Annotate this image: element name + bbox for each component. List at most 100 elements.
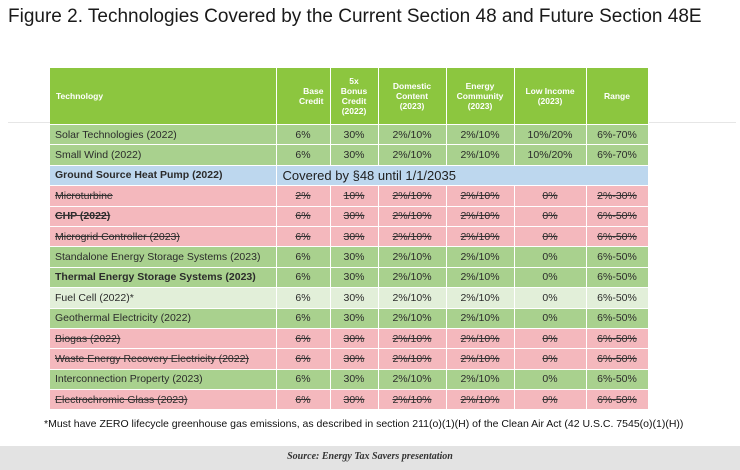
cell-technology: Biogas (2022) (50, 327, 277, 349)
cell-bonus: 10% (330, 185, 379, 207)
cell-low-income: 0% (514, 266, 587, 288)
cell-technology: Interconnection Property (2023) (50, 368, 277, 390)
cell-bonus: 30% (330, 348, 379, 370)
cell-energy: 2%/10% (446, 205, 515, 227)
cell-technology: Geothermal Electricity (2022) (50, 307, 277, 329)
figure-title: Figure 2. Technologies Covered by the Cu… (8, 6, 702, 27)
table-row: Interconnection Property (2023) 6% 30% 2… (50, 368, 649, 390)
cell-low-income: 0% (514, 327, 587, 349)
cell-range: 6%-50% (586, 246, 649, 268)
table-row: Standalone Energy Storage Systems (2023)… (50, 246, 649, 268)
cell-technology: Microgrid Controller (2023) (50, 225, 277, 247)
cell-technology: Small Wind (2022) (50, 144, 277, 166)
cell-base: 6% (276, 123, 331, 145)
cell-bonus: 30% (330, 144, 379, 166)
table-row: Ground Source Heat Pump (2022) Covered b… (50, 164, 649, 186)
covered-note: Covered by §48 until 1/1/2035 (276, 164, 649, 186)
header-base-credit: Base Credit (276, 68, 331, 125)
cell-domestic: 2%/10% (378, 327, 447, 349)
cell-domestic: 2%/10% (378, 266, 447, 288)
cell-domestic: 2%/10% (378, 368, 447, 390)
cell-domestic: 2%/10% (378, 123, 447, 145)
cell-bonus: 30% (330, 225, 379, 247)
cell-technology: Waste Energy Recovery Electricity (2022) (50, 348, 277, 370)
table-row: CHP (2022) 6% 30% 2%/10% 2%/10% 0% 6%-50… (50, 205, 649, 227)
cell-range: 6%-70% (586, 144, 649, 166)
table-row: Electrochromic Glass (2023) 6% 30% 2%/10… (50, 389, 649, 410)
cell-energy: 2%/10% (446, 225, 515, 247)
table-row: Waste Energy Recovery Electricity (2022)… (50, 348, 649, 370)
cell-energy: 2%/10% (446, 246, 515, 268)
cell-domestic: 2%/10% (378, 348, 447, 370)
cell-bonus: 30% (330, 389, 379, 410)
cell-technology: Fuel Cell (2022)* (50, 287, 277, 309)
cell-domestic: 2%/10% (378, 225, 447, 247)
cell-base: 6% (276, 225, 331, 247)
cell-low-income: 0% (514, 348, 587, 370)
cell-range: 6%-50% (586, 225, 649, 247)
cell-range: 6%-50% (586, 368, 649, 390)
cell-low-income: 0% (514, 246, 587, 268)
cell-range: 6%-50% (586, 327, 649, 349)
cell-energy: 2%/10% (446, 368, 515, 390)
cell-bonus: 30% (330, 246, 379, 268)
header-bonus-credit: 5x Bonus Credit (2022) (330, 68, 379, 125)
table-row: Biogas (2022) 6% 30% 2%/10% 2%/10% 0% 6%… (50, 327, 649, 349)
cell-bonus: 30% (330, 368, 379, 390)
cell-low-income: 0% (514, 287, 587, 309)
cell-range: 6%-50% (586, 348, 649, 370)
table-row: Solar Technologies (2022) 6% 30% 2%/10% … (50, 123, 649, 145)
header-low-income: Low Income (2023) (514, 68, 587, 125)
cell-energy: 2%/10% (446, 123, 515, 145)
cell-bonus: 30% (330, 123, 379, 145)
cell-base: 6% (276, 144, 331, 166)
table-row: Geothermal Electricity (2022) 6% 30% 2%/… (50, 307, 649, 329)
table-row: Microgrid Controller (2023) 6% 30% 2%/10… (50, 225, 649, 247)
cell-base: 6% (276, 266, 331, 288)
cell-technology: Ground Source Heat Pump (2022) (50, 164, 277, 186)
cell-range: 6%-50% (586, 266, 649, 288)
header-technology: Technology (50, 68, 277, 125)
cell-domestic: 2%/10% (378, 144, 447, 166)
cell-base: 6% (276, 246, 331, 268)
cell-bonus: 30% (330, 266, 379, 288)
cell-technology: CHP (2022) (50, 205, 277, 227)
cell-domestic: 2%/10% (378, 205, 447, 227)
header-domestic-content: Domestic Content (2023) (378, 68, 447, 125)
cell-technology: Electrochromic Glass (2023) (50, 389, 277, 410)
cell-energy: 2%/10% (446, 287, 515, 309)
cell-bonus: 30% (330, 287, 379, 309)
cell-domestic: 2%/10% (378, 185, 447, 207)
cell-range: 2%-30% (586, 185, 649, 207)
cell-base: 6% (276, 307, 331, 329)
table-row: Fuel Cell (2022)* 6% 30% 2%/10% 2%/10% 0… (50, 287, 649, 309)
table-row: Microturbine 2% 10% 2%/10% 2%/10% 0% 2%-… (50, 185, 649, 207)
cell-range: 6%-50% (586, 287, 649, 309)
cell-bonus: 30% (330, 205, 379, 227)
cell-energy: 2%/10% (446, 144, 515, 166)
cell-bonus: 30% (330, 307, 379, 329)
cell-energy: 2%/10% (446, 389, 515, 410)
cell-low-income: 0% (514, 389, 587, 410)
cell-domestic: 2%/10% (378, 307, 447, 329)
cell-base: 6% (276, 327, 331, 349)
cell-range: 6%-50% (586, 389, 649, 410)
source-bar (0, 446, 740, 470)
table-row: Small Wind (2022) 6% 30% 2%/10% 2%/10% 1… (50, 144, 649, 166)
cell-base: 6% (276, 205, 331, 227)
cell-energy: 2%/10% (446, 266, 515, 288)
cell-domestic: 2%/10% (378, 246, 447, 268)
cell-low-income: 10%/20% (514, 144, 587, 166)
header-energy-community: Energy Community (2023) (446, 68, 515, 125)
table-row: Thermal Energy Storage Systems (2023) 6%… (50, 266, 649, 288)
cell-energy: 2%/10% (446, 307, 515, 329)
cell-energy: 2%/10% (446, 348, 515, 370)
cell-domestic: 2%/10% (378, 287, 447, 309)
cell-technology: Thermal Energy Storage Systems (2023) (50, 266, 277, 288)
cell-range: 6%-50% (586, 205, 649, 227)
table-header-row: Technology Base Credit 5x Bonus Credit (2022… (50, 68, 649, 125)
table-footnote: *Must have ZERO lifecycle greenhouse gas… (44, 418, 684, 430)
cell-base: 6% (276, 389, 331, 410)
cell-base: 6% (276, 368, 331, 390)
cell-low-income: 10%/20% (514, 123, 587, 145)
